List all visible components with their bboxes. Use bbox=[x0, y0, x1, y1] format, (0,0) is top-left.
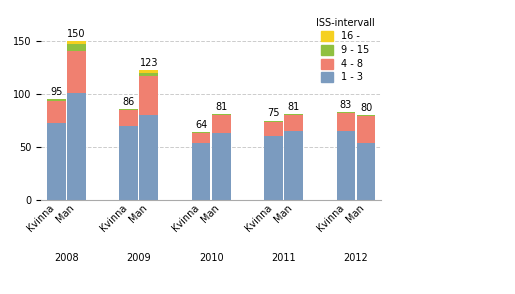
Bar bbox=[192, 143, 211, 200]
Text: 86: 86 bbox=[123, 97, 135, 107]
Bar bbox=[119, 126, 138, 200]
Text: 64: 64 bbox=[195, 120, 207, 130]
Bar bbox=[212, 115, 231, 133]
Bar bbox=[47, 99, 65, 101]
Text: 2008: 2008 bbox=[54, 253, 79, 263]
Text: 83: 83 bbox=[340, 100, 352, 110]
Bar bbox=[212, 114, 231, 115]
Text: 123: 123 bbox=[140, 58, 158, 68]
Bar bbox=[119, 110, 138, 126]
Bar bbox=[264, 122, 283, 136]
Bar bbox=[67, 51, 85, 93]
Bar bbox=[357, 143, 375, 200]
Text: 150: 150 bbox=[67, 29, 85, 39]
Text: 2009: 2009 bbox=[126, 253, 151, 263]
Text: 2010: 2010 bbox=[199, 253, 224, 263]
Text: 75: 75 bbox=[267, 108, 280, 118]
Bar bbox=[119, 109, 138, 110]
Bar bbox=[284, 131, 303, 200]
Text: 95: 95 bbox=[50, 87, 62, 97]
Text: 81: 81 bbox=[287, 102, 300, 112]
Bar bbox=[140, 73, 158, 76]
Bar bbox=[47, 123, 65, 200]
Bar bbox=[337, 112, 355, 113]
Text: 80: 80 bbox=[360, 103, 372, 113]
Bar bbox=[212, 133, 231, 200]
Bar bbox=[337, 113, 355, 131]
Bar bbox=[67, 44, 85, 51]
Bar bbox=[357, 116, 375, 143]
Bar bbox=[192, 133, 211, 143]
Bar bbox=[264, 136, 283, 200]
Text: 2011: 2011 bbox=[271, 253, 296, 263]
Bar bbox=[284, 115, 303, 131]
Bar bbox=[264, 121, 283, 122]
Bar bbox=[67, 93, 85, 200]
Text: 2012: 2012 bbox=[344, 253, 368, 263]
Legend: 16 -, 9 - 15, 4 - 8, 1 - 3: 16 -, 9 - 15, 4 - 8, 1 - 3 bbox=[314, 16, 376, 84]
Bar bbox=[357, 115, 375, 116]
Bar bbox=[140, 115, 158, 200]
Bar bbox=[140, 76, 158, 115]
Bar bbox=[67, 41, 85, 44]
Bar bbox=[337, 131, 355, 200]
Text: 81: 81 bbox=[215, 102, 227, 112]
Bar bbox=[47, 101, 65, 123]
Bar bbox=[140, 70, 158, 73]
Bar bbox=[192, 132, 211, 133]
Bar bbox=[284, 114, 303, 115]
